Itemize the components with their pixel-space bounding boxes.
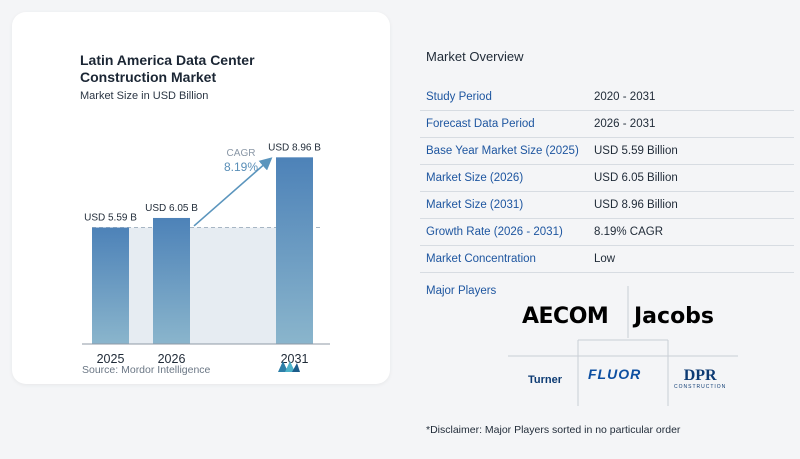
data-label-2025: USD 5.59 B [84, 213, 137, 224]
bar-2031 [276, 157, 313, 344]
market-overview-panel: Market Overview Study Period 2020 - 2031… [414, 0, 800, 459]
dpr-logo-text: DPR [683, 367, 717, 384]
overview-row: Base Year Market Size (2025) USD 5.59 Bi… [420, 138, 794, 165]
bar-2026 [153, 217, 190, 344]
overview-row: Market Concentration Low [420, 246, 794, 273]
row-value: USD 6.05 Billion [594, 172, 678, 184]
chart-title: Latin America Data Center Construction M… [80, 52, 255, 85]
x-tick-2031: 2031 [281, 352, 309, 366]
overview-row: Growth Rate (2026 - 2031) 8.19% CAGR [420, 219, 794, 246]
overview-row: Market Size (2031) USD 8.96 Billion [420, 192, 794, 219]
cagr-value: 8.19% [224, 160, 258, 174]
bar-chart: USD 5.59 B 2025 USD 6.05 B 2026 USD 8.96 B 20… [82, 142, 330, 366]
chart-subtitle: Market Size in USD Billion [80, 90, 209, 102]
fluor-logo: FLUOR [588, 366, 642, 382]
row-value: 2020 - 2031 [594, 91, 656, 103]
row-label: Forecast Data Period [426, 118, 535, 130]
overview-row: Study Period 2020 - 2031 [420, 84, 794, 111]
aecom-logo: AECOM [522, 304, 609, 329]
mordor-logo-icon [278, 361, 300, 372]
row-value: USD 8.96 Billion [594, 199, 678, 211]
dpr-logo: DPR CONSTRUCTION [674, 368, 726, 391]
row-label: Market Concentration [426, 253, 536, 265]
turner-logo: Turner [528, 374, 563, 386]
major-players-logos: AECOM Jacobs Turner FLUOR DPR CONSTRUCTI… [508, 286, 738, 406]
x-tick-2025: 2025 [97, 352, 125, 366]
logo-grid-lines [508, 286, 738, 406]
row-value: USD 5.59 Billion [594, 145, 678, 157]
cagr-label: CAGR [227, 148, 256, 159]
row-label: Study Period [426, 91, 492, 103]
dpr-logo-subtitle: CONSTRUCTION [674, 384, 727, 390]
disclaimer: *Disclaimer: Major Players sorted in no … [426, 424, 681, 436]
jacobs-logo: Jacobs [634, 304, 715, 329]
major-players-title: Major Players [426, 285, 497, 297]
row-label: Growth Rate (2026 - 2031) [426, 226, 563, 238]
cagr-arrow [193, 157, 273, 227]
data-label-2026: USD 6.05 B [145, 203, 198, 214]
row-value: 2026 - 2031 [594, 118, 656, 130]
row-label: Market Size (2031) [426, 199, 524, 211]
row-label: Base Year Market Size (2025) [426, 145, 579, 157]
overview-row: Market Size (2026) USD 6.05 Billion [420, 165, 794, 192]
row-value: Low [594, 253, 616, 265]
row-label: Market Size (2026) [426, 172, 524, 184]
chart-card: Latin America Data Center Construction M… [12, 12, 390, 384]
x-tick-2026: 2026 [158, 352, 186, 366]
bar-2025 [92, 227, 129, 344]
overview-row: Forecast Data Period 2026 - 2031 [420, 111, 794, 138]
overview-title: Market Overview [426, 49, 524, 64]
data-label-2031: USD 8.96 B [268, 142, 321, 153]
source-text: Source: Mordor Intelligence [82, 364, 211, 376]
row-value: 8.19% CAGR [594, 226, 664, 238]
